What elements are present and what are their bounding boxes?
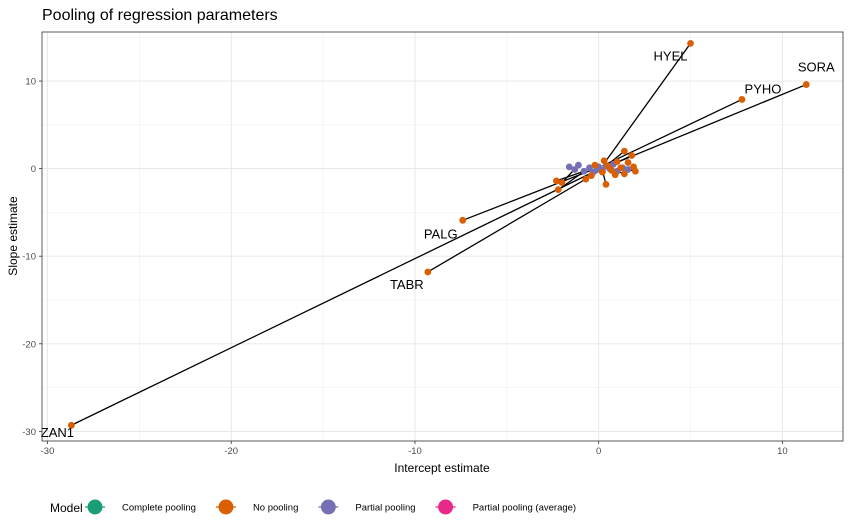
data-point — [553, 177, 560, 185]
grid-major — [42, 32, 843, 441]
panel-background — [42, 32, 843, 441]
data-point — [632, 167, 639, 175]
data-points — [67, 39, 810, 429]
y-axis-title: Slope estimate — [6, 196, 20, 276]
data-point — [617, 164, 625, 172]
legend-title: Model — [50, 501, 83, 515]
legend-key-dot — [87, 499, 103, 515]
x-tick-label: -20 — [224, 446, 238, 457]
panel-border — [41, 31, 844, 442]
shrinkage-line — [462, 168, 594, 221]
data-point — [687, 39, 694, 47]
data-point — [558, 179, 566, 187]
data-point — [565, 163, 573, 171]
data-point — [600, 157, 608, 165]
point-labels: ZAN1 SORA HYEL PYHO PALG TABR — [41, 48, 835, 440]
point-label-sora: SORA — [798, 60, 835, 75]
legend-key-dot — [438, 499, 454, 515]
point-label-zan1: ZAN1 — [41, 425, 74, 440]
data-point — [598, 168, 606, 176]
grid-minor — [42, 32, 843, 441]
plot-panel: ZAN1 SORA HYEL PYHO PALG TABR — [41, 31, 844, 442]
data-point — [582, 175, 590, 183]
shrinkage-line — [427, 169, 601, 273]
point-label-pyho: PYHO — [745, 81, 782, 96]
data-point — [591, 161, 599, 169]
data-point — [575, 161, 582, 169]
y-axis-ticks: -30 -20 -10 0 10 — [22, 77, 42, 438]
x-tick-label: -30 — [41, 446, 55, 457]
legend-label: Complete pooling — [122, 503, 196, 514]
data-point — [628, 152, 636, 159]
data-point — [67, 421, 75, 429]
chart-title: Pooling of regression parameters — [42, 7, 278, 24]
x-tick-label: 10 — [777, 446, 788, 457]
data-point — [424, 268, 432, 276]
x-axis-title: Intercept estimate — [394, 461, 490, 475]
y-tick-label: -10 — [22, 252, 36, 263]
legend-key-dot — [320, 499, 336, 515]
legend-key-dot — [218, 499, 234, 515]
shrinkage-line — [603, 43, 692, 164]
y-tick-label: -30 — [22, 427, 36, 438]
data-point — [620, 170, 628, 178]
data-point — [602, 180, 610, 188]
point-label-hyel: HYEL — [654, 48, 688, 63]
data-point — [554, 186, 562, 194]
data-point — [624, 159, 632, 166]
y-tick-label: 10 — [25, 77, 36, 88]
legend-label: No pooling — [253, 503, 298, 514]
y-tick-label: -20 — [22, 339, 36, 350]
shrinkage-line — [602, 98, 743, 167]
data-point — [459, 216, 467, 224]
x-tick-label: -10 — [408, 446, 422, 457]
y-tick-label: 0 — [31, 164, 36, 175]
data-point — [738, 96, 746, 103]
legend-label: Partial pooling — [355, 503, 415, 514]
data-point — [587, 172, 595, 180]
x-axis-ticks: -30 -20 -10 0 10 — [41, 441, 788, 457]
shrinkage-line — [71, 167, 603, 426]
shrinkage-line — [605, 83, 807, 168]
data-point — [613, 158, 621, 166]
legend: Model Complete pooling No pooling Partial … — [50, 499, 577, 515]
data-point — [611, 171, 619, 179]
data-point — [620, 147, 628, 155]
point-label-palg: PALG — [424, 226, 458, 241]
shrinkage-line — [556, 170, 585, 182]
point-label-tabr: TABR — [390, 277, 424, 292]
x-tick-label: 0 — [596, 446, 601, 457]
data-point — [802, 81, 810, 88]
data-point — [580, 167, 588, 175]
legend-label: Partial pooling (average) — [473, 503, 577, 514]
